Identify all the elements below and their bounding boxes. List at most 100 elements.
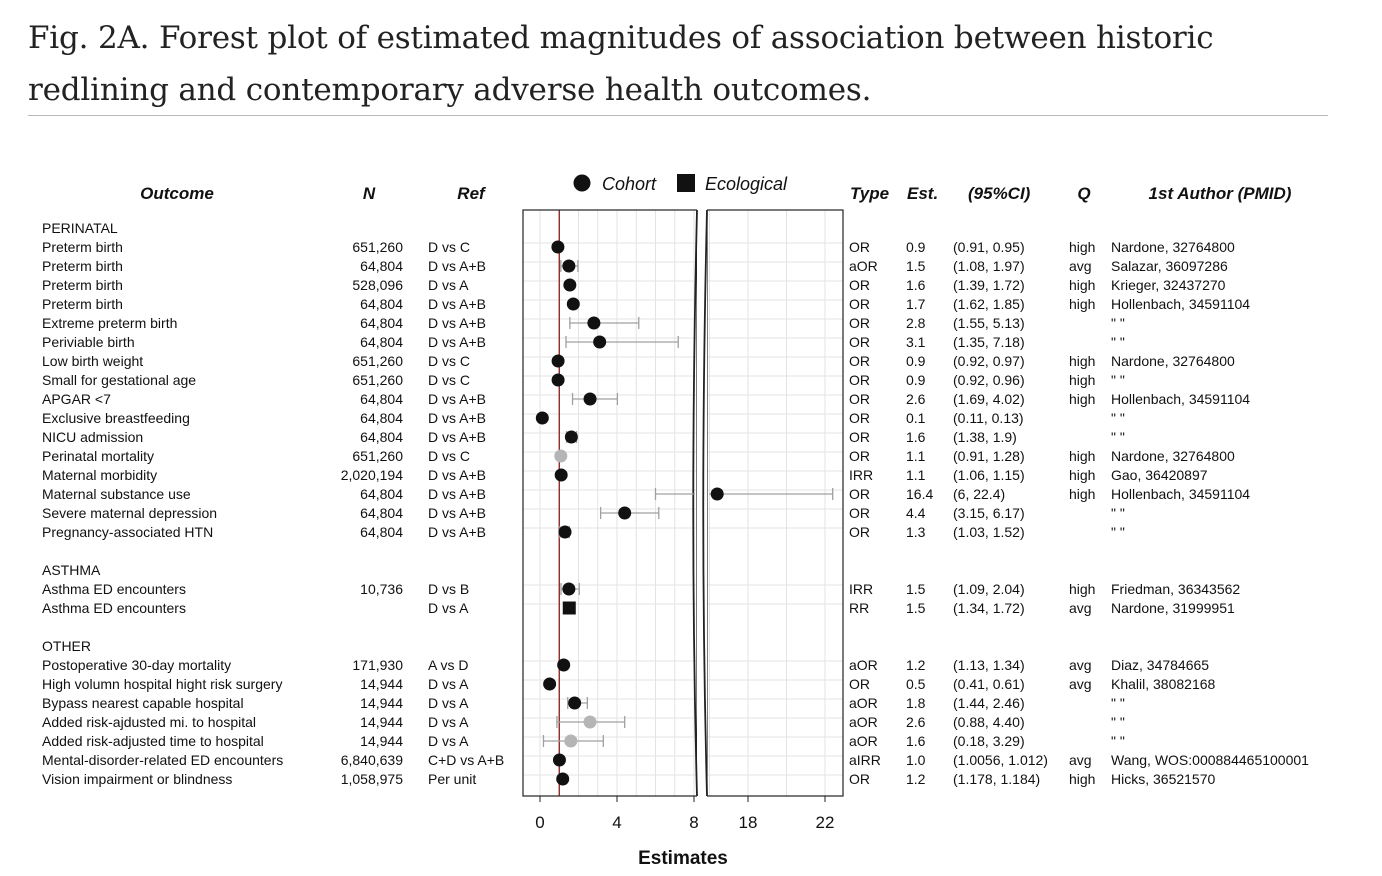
estimate-type: OR: [849, 486, 870, 502]
legend-label-ecological: Ecological: [705, 174, 788, 194]
sample-size: 528,096: [352, 277, 403, 293]
confidence-interval: (0.92, 0.97): [953, 353, 1025, 369]
point-estimate: [618, 506, 632, 520]
quality-rating: avg: [1069, 752, 1092, 768]
estimate-type: OR: [849, 239, 870, 255]
quality-rating: avg: [1069, 657, 1092, 673]
sample-size: 64,804: [360, 258, 403, 274]
estimate-type: RR: [849, 600, 869, 616]
first-author: " ": [1111, 372, 1125, 388]
point-estimate: [535, 411, 549, 425]
confidence-interval: (1.34, 1.72): [953, 600, 1025, 616]
confidence-interval: (1.0056, 1.012): [953, 752, 1048, 768]
reference-group: D vs A: [428, 695, 469, 711]
sample-size: 64,804: [360, 524, 403, 540]
confidence-interval: (0.88, 4.40): [953, 714, 1025, 730]
plot-panel-2: [707, 210, 843, 796]
estimate-value: 2.6: [906, 714, 926, 730]
legend-label-cohort: Cohort: [602, 174, 657, 194]
confidence-interval: (1.69, 4.02): [953, 391, 1025, 407]
confidence-interval: (1.35, 7.18): [953, 334, 1025, 350]
confidence-interval: (1.03, 1.52): [953, 524, 1025, 540]
confidence-interval: (0.92, 0.96): [953, 372, 1025, 388]
sample-size: 64,804: [360, 486, 403, 502]
sample-size: 6,840,639: [341, 752, 403, 768]
estimate-type: OR: [849, 429, 870, 445]
quality-rating: high: [1069, 581, 1095, 597]
sample-size: 14,944: [360, 695, 403, 711]
header-outcome: Outcome: [140, 184, 214, 203]
outcome-label: Preterm birth: [42, 277, 123, 293]
point-estimate: [551, 240, 565, 254]
estimate-type: aOR: [849, 733, 878, 749]
first-author: Khalil, 38082168: [1111, 676, 1216, 692]
first-author: Nardone, 32764800: [1111, 239, 1235, 255]
x-tick-label: 18: [739, 813, 758, 832]
estimate-value: 1.2: [906, 771, 926, 787]
sample-size: 64,804: [360, 505, 403, 521]
confidence-interval: (6, 22.4): [953, 486, 1005, 502]
reference-group: D vs A: [428, 714, 469, 730]
x-tick-label: 8: [689, 813, 698, 832]
estimate-type: aOR: [849, 657, 878, 673]
outcome-label: Preterm birth: [42, 258, 123, 274]
confidence-interval: (1.62, 1.85): [953, 296, 1025, 312]
first-author: Nardone, 32764800: [1111, 448, 1235, 464]
confidence-interval: (1.44, 2.46): [953, 695, 1025, 711]
sample-size: 1,058,975: [341, 771, 403, 787]
quality-rating: high: [1069, 372, 1095, 388]
confidence-interval: (1.55, 5.13): [953, 315, 1025, 331]
sample-size: 64,804: [360, 296, 403, 312]
first-author: " ": [1111, 410, 1125, 426]
first-author: Friedman, 36343562: [1111, 581, 1240, 597]
reference-group: D vs C: [428, 239, 470, 255]
section-label: ASTHMA: [42, 562, 101, 578]
estimate-value: 1.5: [906, 258, 926, 274]
estimate-value: 1.8: [906, 695, 926, 711]
confidence-interval: (1.39, 1.72): [953, 277, 1025, 293]
reference-group: D vs A+B: [428, 334, 486, 350]
reference-group: D vs C: [428, 353, 470, 369]
outcome-label: Perinatal mortality: [42, 448, 154, 464]
outcome-label: NICU admission: [42, 429, 143, 445]
reference-group: D vs A+B: [428, 315, 486, 331]
estimate-value: 1.6: [906, 277, 926, 293]
reference-group: D vs A: [428, 277, 469, 293]
sample-size: 14,944: [360, 733, 403, 749]
quality-rating: high: [1069, 239, 1095, 255]
header-type: Type: [850, 184, 889, 203]
reference-group: D vs A+B: [428, 505, 486, 521]
estimate-value: 1.3: [906, 524, 926, 540]
header-q: Q: [1077, 184, 1090, 203]
estimate-value: 1.1: [906, 467, 926, 483]
confidence-interval: (0.18, 3.29): [953, 733, 1025, 749]
reference-group: D vs C: [428, 372, 470, 388]
estimate-value: 4.4: [906, 505, 926, 521]
estimate-type: IRR: [849, 467, 873, 483]
reference-group: D vs A: [428, 600, 469, 616]
first-author: " ": [1111, 733, 1125, 749]
first-author: Hollenbach, 34591104: [1111, 486, 1250, 502]
caption-divider: [28, 115, 1328, 116]
estimate-value: 0.9: [906, 353, 926, 369]
sample-size: 651,260: [352, 353, 403, 369]
estimate-value: 1.0: [906, 752, 926, 768]
sample-size: 64,804: [360, 315, 403, 331]
estimate-type: OR: [849, 353, 870, 369]
point-estimate: [557, 658, 571, 672]
section-label: OTHER: [42, 638, 91, 654]
outcome-label: Small for gestational age: [42, 372, 196, 388]
first-author: Hollenbach, 34591104: [1111, 296, 1250, 312]
estimate-value: 1.5: [906, 600, 926, 616]
confidence-interval: (0.91, 1.28): [953, 448, 1025, 464]
quality-rating: avg: [1069, 600, 1092, 616]
estimate-type: OR: [849, 391, 870, 407]
x-tick-label: 4: [612, 813, 621, 832]
sample-size: 64,804: [360, 391, 403, 407]
point-estimate: [583, 715, 597, 729]
confidence-interval: (0.41, 0.61): [953, 676, 1025, 692]
outcome-label: High volumn hospital hight risk surgery: [42, 676, 282, 692]
confidence-interval: (1.178, 1.184): [953, 771, 1040, 787]
reference-group: D vs A+B: [428, 486, 486, 502]
estimate-value: 0.9: [906, 372, 926, 388]
